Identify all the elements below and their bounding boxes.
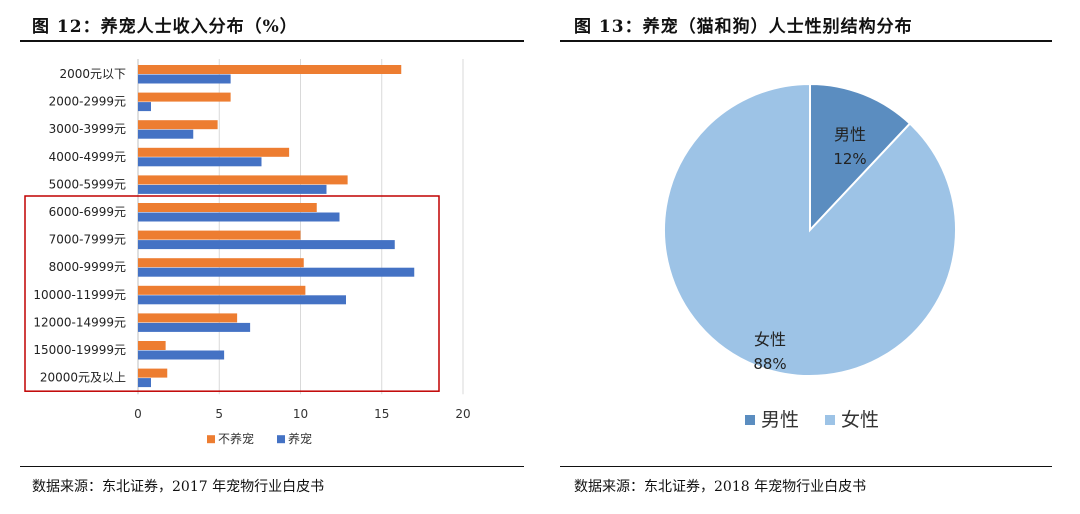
pie-slice-label: 男性 (834, 125, 866, 144)
x-tick-label: 5 (215, 407, 223, 421)
y-category-label: 5000-5999元 (49, 177, 126, 191)
bar-pet (138, 184, 327, 194)
bar-not-pet (138, 341, 166, 350)
legend-label-female: 女性 (841, 409, 879, 431)
bar-not-pet (138, 230, 301, 240)
y-category-label: 6000-6999元 (49, 205, 126, 219)
bar-not-pet (138, 285, 306, 295)
bar-not-pet (138, 120, 218, 130)
x-tick-label: 0 (134, 407, 142, 421)
bar-pet (138, 378, 151, 388)
bar-legend: 不养宠 养宠 (207, 431, 312, 446)
income-bar-chart: 2000元以下 2000-2999元 3000-3999元 4000-4999元 500… (24, 59, 471, 446)
bar-not-pet (138, 65, 402, 74)
bar-not-pet (138, 258, 304, 268)
pie-slice-female (663, 82, 957, 377)
bar-pet (138, 157, 262, 167)
left-figure-title: 图 12：养宠人士收入分布（%） (32, 17, 298, 37)
legend-swatch-female (825, 415, 835, 425)
y-category-label: 4000-4999元 (49, 150, 126, 164)
left-source: 数据来源：东北证券，2017 年宠物行业白皮书 (32, 479, 325, 495)
legend-swatch-male (745, 415, 755, 425)
bar-not-pet (138, 313, 238, 323)
bar-pet (138, 102, 151, 112)
highlight-box (24, 195, 440, 392)
legend-label-male: 男性 (761, 409, 799, 431)
y-category-label: 20000元及以上 (40, 371, 126, 385)
bar-not-pet (138, 175, 348, 185)
right-figure-title: 图 13：养宠（猫和狗）人士性别结构分布 (574, 17, 913, 37)
bar-pet (138, 240, 395, 250)
pie-slice-value: 12% (833, 150, 866, 168)
right-title-rule (560, 40, 1052, 42)
bar-pet (138, 350, 225, 360)
bar-not-pet (138, 92, 231, 102)
y-category-label: 3000-3999元 (49, 122, 126, 136)
left-title-rule (20, 40, 524, 42)
bar-pet (138, 267, 415, 277)
y-category-label: 2000元以下 (59, 67, 126, 81)
pie-legend: 男性 女性 (745, 409, 879, 431)
bar-pet (138, 295, 346, 305)
pie-slice-value: 88% (753, 355, 786, 373)
left-panel: 图 12：养宠人士收入分布（%） 2000元以下 2000-2999元 3000-3… (20, 17, 524, 495)
x-tick-label: 20 (455, 407, 470, 421)
bar-not-pet (138, 368, 168, 378)
bar-pet (138, 322, 251, 332)
bar-pet (138, 129, 194, 139)
y-category-label: 12000-14999元 (33, 315, 126, 329)
legend-label-not-pet: 不养宠 (218, 431, 254, 446)
y-category-label: 7000-7999元 (49, 233, 126, 247)
legend-swatch-pet (277, 435, 285, 444)
y-category-label: 2000-2999元 (49, 95, 126, 109)
x-tick-label: 10 (293, 407, 308, 421)
right-panel: 图 13：养宠（猫和狗）人士性别结构分布 男性 12% 女性 88% 男性 女性 数据来… (540, 0, 1080, 514)
bar-not-pet (138, 147, 290, 157)
y-category-label: 8000-9999元 (49, 260, 126, 274)
legend-swatch-not-pet (207, 435, 215, 444)
right-source-rule (560, 466, 1052, 467)
pie-slice-label: 女性 (754, 330, 786, 349)
x-tick-label: 15 (374, 407, 389, 421)
left-source-rule (20, 466, 524, 467)
bar-pet (138, 212, 340, 222)
y-category-label: 10000-11999元 (33, 288, 126, 302)
bar-not-pet (138, 203, 317, 212)
pie-slice-male (809, 82, 912, 233)
y-category-label: 15000-19999元 (33, 343, 126, 357)
bar-pet (138, 74, 231, 84)
right-source: 数据来源：东北证券，2018 年宠物行业白皮书 (574, 479, 867, 495)
legend-label-pet: 养宠 (288, 431, 312, 446)
